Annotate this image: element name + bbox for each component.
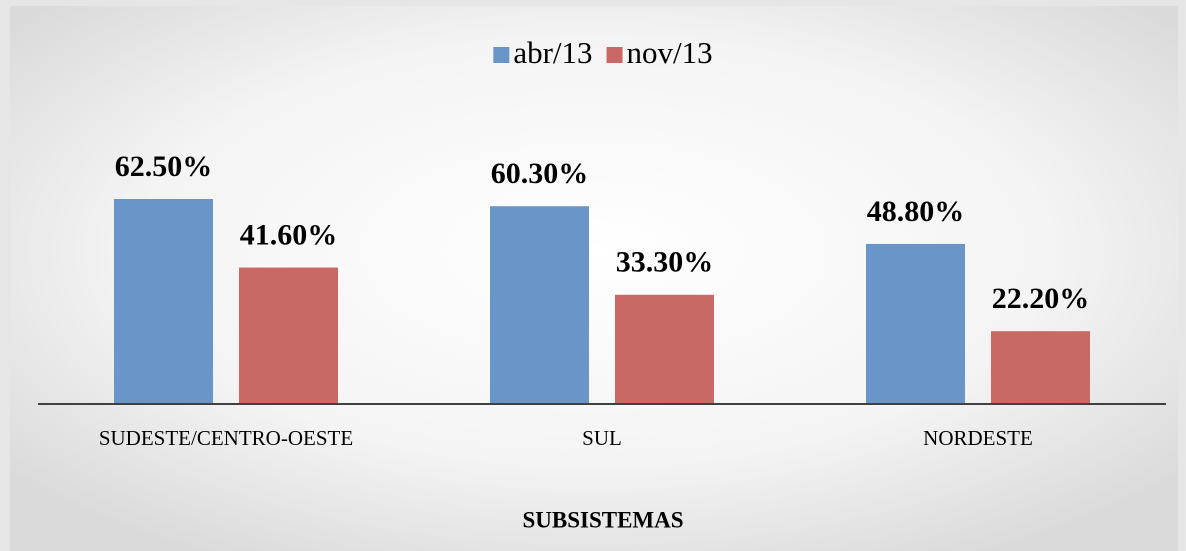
legend-swatch	[493, 47, 510, 63]
x-tick-label: SUL	[582, 426, 622, 450]
bar	[114, 199, 213, 404]
bar	[490, 206, 589, 404]
value-label: 22.20%	[992, 282, 1090, 315]
x-tick-label: NORDESTE	[923, 426, 1033, 450]
bar	[866, 243, 965, 404]
bar	[615, 294, 714, 404]
legend-label: abr/13	[513, 35, 592, 70]
value-label: 48.80%	[867, 195, 965, 228]
legend-swatch	[606, 47, 623, 63]
value-label: 41.60%	[240, 218, 338, 251]
bar	[239, 267, 338, 404]
legend-label: nov/13	[627, 35, 713, 70]
value-label: 62.50%	[115, 150, 213, 183]
bar	[991, 331, 1090, 404]
value-label: 33.30%	[616, 246, 714, 279]
x-axis-title: SUBSISTEMAS	[522, 507, 683, 532]
x-tick-label: SUDESTE/CENTRO-OESTE	[99, 426, 353, 450]
value-label: 60.30%	[491, 157, 589, 190]
